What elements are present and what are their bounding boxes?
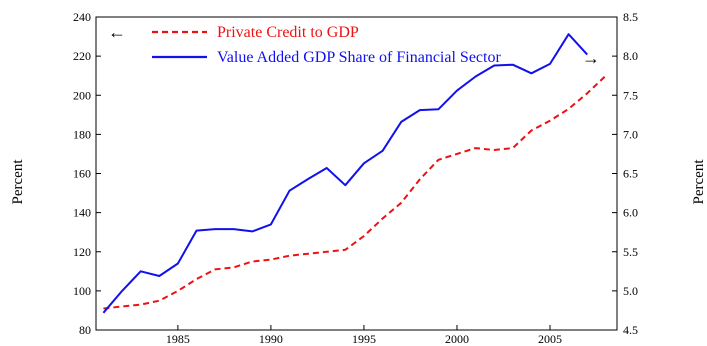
x-tick-label: 2005 xyxy=(538,332,562,346)
x-tick-label: 1985 xyxy=(166,332,190,346)
legend-arrow-left-icon: ← xyxy=(108,22,126,42)
legend-label-value-added: Value Added GDP Share of Financial Secto… xyxy=(217,49,501,66)
legend-label-private-credit: Private Credit to GDP xyxy=(217,24,359,41)
left-tick-label: 240 xyxy=(73,10,91,24)
legend: ← Private Credit to GDP Value Added GDP … xyxy=(108,22,600,68)
left-tick-label: 140 xyxy=(73,206,91,220)
x-tick-label: 1995 xyxy=(352,332,376,346)
right-tick-label: 6.5 xyxy=(623,167,638,181)
right-tick-label: 8.5 xyxy=(623,10,638,24)
y-axis-title-right: Percent xyxy=(691,159,707,205)
left-tick-label: 180 xyxy=(73,127,91,141)
x-axis: 1985 1990 1995 2000 2005 xyxy=(166,325,562,346)
x-tick-label: 2000 xyxy=(445,332,469,346)
right-tick-label: 7.5 xyxy=(623,88,638,102)
series-layer xyxy=(102,33,607,314)
left-tick-label: 220 xyxy=(73,49,91,63)
right-tick-label: 5.5 xyxy=(623,245,638,259)
series-line-value-added xyxy=(102,33,588,314)
right-tick-label: 7.0 xyxy=(623,127,638,141)
y-axis-title-left: Percent xyxy=(10,159,26,205)
left-tick-label: 160 xyxy=(73,167,91,181)
left-tick-label: 80 xyxy=(79,323,91,337)
x-tick-label: 1990 xyxy=(259,332,283,346)
right-tick-label: 5.0 xyxy=(623,284,638,298)
right-axis: 4.5 5.0 5.5 6.0 6.5 7.0 7.5 8.0 8.5 xyxy=(612,10,638,337)
left-tick-label: 120 xyxy=(73,245,91,259)
right-tick-label: 4.5 xyxy=(623,323,638,337)
left-axis: 80 100 120 140 160 180 200 220 240 xyxy=(73,10,101,337)
legend-arrow-right-icon: → xyxy=(582,48,600,68)
series-line-private-credit xyxy=(103,74,607,310)
left-tick-label: 200 xyxy=(73,88,91,102)
right-tick-label: 8.0 xyxy=(623,49,638,63)
left-tick-label: 100 xyxy=(73,284,91,298)
right-tick-label: 6.0 xyxy=(623,206,638,220)
